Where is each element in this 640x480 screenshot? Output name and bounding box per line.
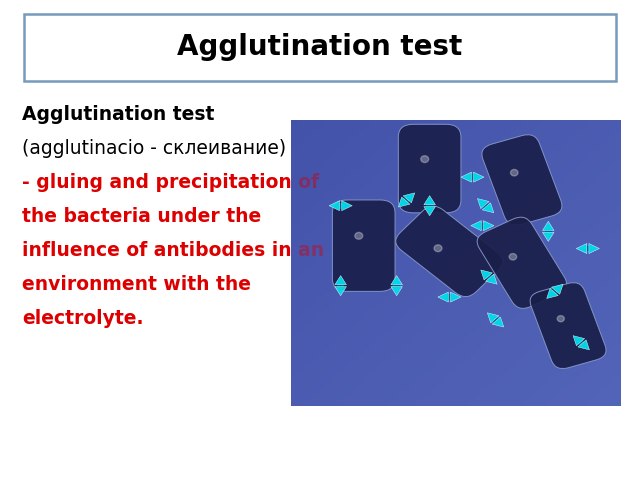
Polygon shape: [424, 196, 435, 205]
Circle shape: [434, 245, 442, 252]
Text: influence of antibodies in an: influence of antibodies in an: [22, 241, 324, 260]
Polygon shape: [481, 270, 492, 280]
Polygon shape: [576, 243, 587, 253]
Polygon shape: [477, 199, 489, 209]
Polygon shape: [573, 336, 584, 346]
Polygon shape: [335, 287, 346, 296]
Polygon shape: [391, 287, 403, 296]
Bar: [394, 283, 400, 288]
Bar: [577, 339, 586, 347]
Circle shape: [355, 232, 363, 239]
Polygon shape: [438, 292, 449, 302]
Polygon shape: [487, 313, 499, 323]
Bar: [337, 283, 344, 288]
Bar: [291, 120, 621, 406]
Bar: [446, 294, 452, 300]
FancyBboxPatch shape: [482, 135, 562, 225]
Circle shape: [557, 315, 564, 322]
Polygon shape: [471, 221, 481, 231]
Polygon shape: [589, 243, 600, 253]
Polygon shape: [578, 340, 589, 350]
Polygon shape: [398, 197, 410, 207]
Text: (agglutinacio - склеивание): (agglutinacio - склеивание): [22, 139, 286, 158]
Polygon shape: [342, 201, 352, 211]
Bar: [426, 203, 433, 208]
Text: electrolyte.: electrolyte.: [22, 309, 143, 328]
Text: Agglutination test: Agglutination test: [22, 105, 214, 124]
FancyBboxPatch shape: [477, 217, 567, 309]
FancyBboxPatch shape: [24, 14, 616, 81]
Polygon shape: [424, 206, 435, 216]
Polygon shape: [547, 288, 558, 299]
Bar: [402, 196, 412, 204]
Circle shape: [511, 169, 518, 176]
Polygon shape: [486, 274, 497, 284]
FancyBboxPatch shape: [396, 206, 503, 297]
Text: environment with the: environment with the: [22, 275, 251, 294]
Bar: [584, 246, 591, 252]
Bar: [550, 288, 559, 295]
Circle shape: [420, 156, 429, 163]
Polygon shape: [403, 193, 415, 203]
Circle shape: [509, 253, 516, 260]
Polygon shape: [552, 284, 563, 294]
Polygon shape: [391, 276, 403, 285]
FancyBboxPatch shape: [398, 124, 461, 213]
Bar: [479, 223, 486, 228]
Bar: [469, 174, 476, 180]
Text: the bacteria under the: the bacteria under the: [22, 207, 261, 226]
Bar: [491, 316, 500, 324]
Polygon shape: [483, 221, 494, 231]
Polygon shape: [474, 172, 484, 182]
Bar: [545, 228, 552, 234]
Polygon shape: [451, 292, 461, 302]
Bar: [481, 202, 490, 210]
FancyBboxPatch shape: [332, 200, 395, 291]
Polygon shape: [329, 201, 340, 211]
Bar: [484, 273, 493, 281]
Polygon shape: [483, 203, 494, 213]
Polygon shape: [543, 232, 554, 241]
Polygon shape: [461, 172, 472, 182]
Polygon shape: [335, 276, 346, 285]
FancyBboxPatch shape: [530, 283, 606, 369]
Bar: [337, 203, 344, 208]
Text: Agglutination test: Agglutination test: [177, 33, 463, 61]
Polygon shape: [543, 221, 554, 230]
Polygon shape: [492, 317, 504, 327]
Text: - gluing and precipitation of: - gluing and precipitation of: [22, 173, 319, 192]
